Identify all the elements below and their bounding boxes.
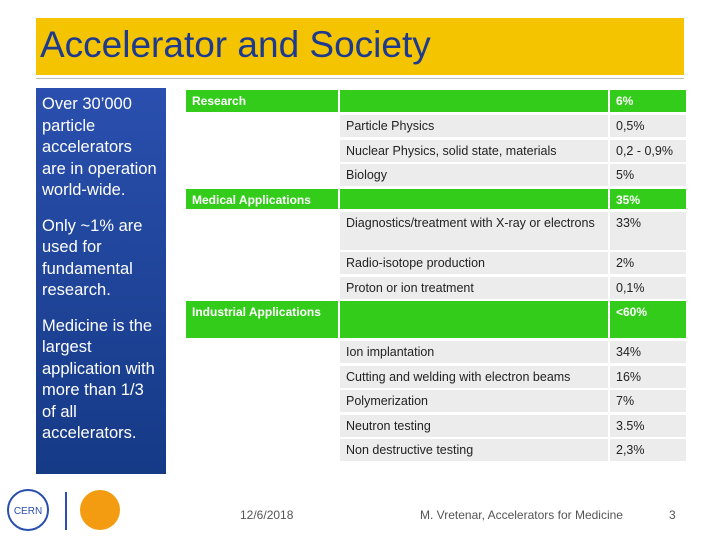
- row-spacer: [186, 115, 338, 137]
- page-number: 3: [669, 508, 676, 522]
- item-name: Ion implantation: [340, 341, 608, 363]
- cern-logo: [7, 489, 49, 531]
- row-spacer: [186, 140, 338, 162]
- item-value: 0,5%: [610, 115, 686, 137]
- paragraph: Medicine is the largest application with…: [42, 316, 155, 443]
- partner-logo: [80, 490, 120, 530]
- paragraph: Only ~1% are used for fundamental resear…: [42, 216, 143, 300]
- divider: [36, 78, 684, 79]
- row-spacer: [186, 439, 338, 461]
- logos: CERN: [7, 489, 120, 531]
- item-name: Diagnostics/treatment with X-ray or elec…: [340, 211, 608, 250]
- row-spacer: [186, 212, 338, 250]
- item-name: Proton or ion treatment: [340, 276, 608, 299]
- paragraph: Over 30’000 particle accelerators are in…: [42, 95, 157, 199]
- item-name: Neutron testing: [340, 414, 608, 437]
- item-value: 7%: [610, 390, 686, 412]
- row-spacer: [186, 341, 338, 363]
- row-spacer: [186, 415, 338, 437]
- row-spacer: [186, 277, 338, 299]
- row-spacer: [186, 366, 338, 388]
- section-name: Industrial Applications: [186, 301, 338, 338]
- item-value: 2%: [610, 252, 686, 274]
- title: Accelerator and Society: [40, 24, 431, 65]
- item-value: 16%: [610, 365, 686, 388]
- section-spacer: [340, 301, 608, 338]
- item-value: 5%: [610, 164, 686, 186]
- item-value: 33%: [610, 211, 686, 250]
- footer-date: 12/6/2018: [240, 508, 294, 522]
- item-value: 0,1%: [610, 276, 686, 299]
- section-name: Medical Applications: [186, 188, 338, 209]
- section-value: <60%: [610, 301, 686, 338]
- item-name: Radio-isotope production: [340, 252, 608, 274]
- section-spacer: [340, 188, 608, 209]
- section-value: 35%: [610, 188, 686, 209]
- item-value: 3.5%: [610, 414, 686, 437]
- item-name: Particle Physics: [340, 115, 608, 137]
- item-value: 0,2 - 0,9%: [610, 139, 686, 162]
- item-value: 34%: [610, 341, 686, 363]
- row-spacer: [186, 164, 338, 186]
- row-spacer: [186, 390, 338, 412]
- sidebar: Over 30’000 particle accelerators are in…: [36, 88, 166, 474]
- item-name: Non destructive testing: [340, 439, 608, 461]
- item-name: Polymerization: [340, 390, 608, 412]
- section-spacer: [340, 90, 608, 112]
- title-bar: [36, 18, 684, 75]
- footer-author: M. Vretenar, Accelerators for Medicine: [420, 508, 623, 522]
- item-name: Nuclear Physics, solid state, materials: [340, 139, 608, 162]
- row-spacer: [186, 252, 338, 274]
- item-value: 2,3%: [610, 439, 686, 461]
- item-name: Cutting and welding with electron beams: [340, 365, 608, 388]
- section-name: Research: [186, 90, 338, 112]
- logo-text: CERN: [14, 506, 42, 517]
- section-value: 6%: [610, 90, 686, 112]
- item-name: Biology: [340, 164, 608, 186]
